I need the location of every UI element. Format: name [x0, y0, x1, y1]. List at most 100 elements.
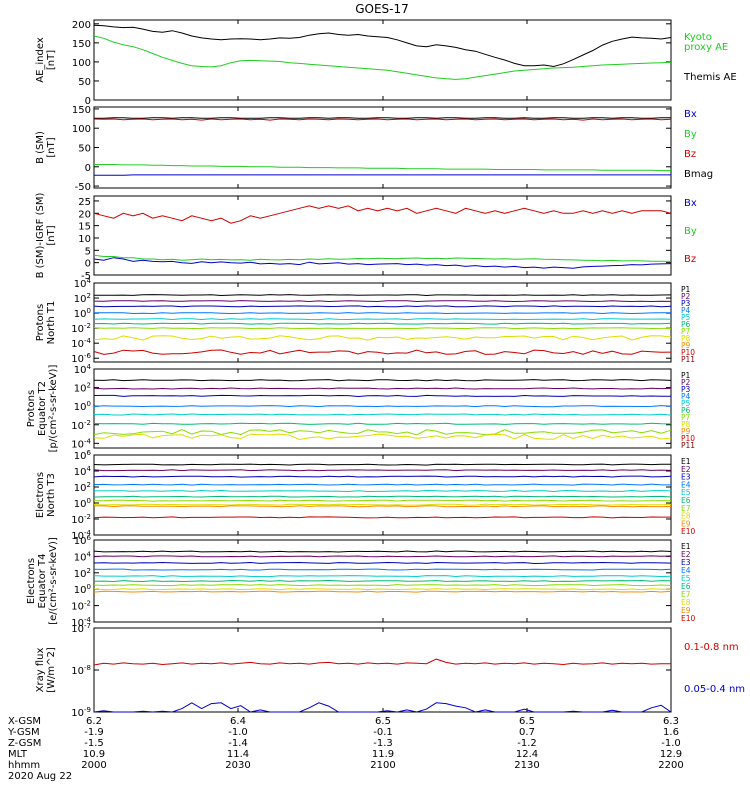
footer-value: 12.4: [516, 749, 538, 760]
channel-line: [93, 561, 672, 565]
y-axis-label: B (SM)-IGRF (SM): [35, 193, 46, 279]
footer-value: 6.5: [519, 716, 535, 727]
footer-row-label: Y-GSM: [7, 727, 40, 738]
channel-label: E2: [681, 465, 691, 474]
y-tick-label: 102: [74, 567, 91, 580]
footer-value: -1.0: [661, 738, 681, 749]
y-tick-label: 100: [74, 497, 91, 510]
channel-line: [94, 312, 672, 315]
footer-value: 1.6: [663, 727, 679, 738]
channel-line: [93, 394, 671, 398]
footer-value: 2030: [225, 760, 250, 771]
y-tick-label: 10-8: [71, 664, 91, 677]
series-line: [93, 254, 672, 262]
channel-label: P10: [681, 348, 695, 357]
channel-line: [93, 568, 672, 571]
channel-label: P11: [681, 441, 695, 450]
y-tick-label: 104: [74, 550, 92, 563]
y-axis-label: Protons: [35, 304, 46, 341]
channel-line: [93, 349, 672, 355]
channel-label: E3: [681, 558, 691, 567]
channel-line: [93, 489, 672, 493]
footer-value: -1.0: [228, 727, 248, 738]
panel-frame: [93, 627, 672, 713]
y-tick-label: 10-4: [71, 616, 91, 629]
footer-value: 10.9: [83, 749, 105, 760]
y-tick-label: 50: [78, 144, 91, 155]
y-tick-label: 102: [74, 292, 91, 305]
y-tick-label: 100: [74, 583, 91, 596]
y-tick-label: 100: [74, 400, 91, 413]
footer-row-label: 2020 Aug 22: [8, 771, 72, 782]
series-line: [93, 658, 671, 666]
series-line: [93, 35, 672, 80]
y-tick-label: 10-7: [71, 622, 91, 635]
channel-line: [93, 469, 672, 472]
channel-line: [93, 550, 672, 553]
footer-value: 6.5: [375, 716, 391, 727]
y-tick-label: 104: [74, 277, 92, 290]
footer-value: 2000: [81, 760, 106, 771]
channel-line: [93, 294, 672, 297]
y-tick-label: 5: [85, 246, 91, 257]
channel-label: P2: [681, 292, 691, 301]
panel-4: 104 102 100 10-2 10-4 10-6 Protons North T1 P1P2…: [35, 277, 695, 365]
channel-label: P10: [681, 434, 695, 443]
channel-line: [93, 413, 672, 416]
channel-line: [93, 555, 672, 558]
panel-5: 104 102 100 10-2 10-4 Protons Equator T2 [p/(cm…: [26, 363, 695, 452]
legend-entry: Bz: [684, 254, 696, 265]
panel-7: 106 104 102 100 10-2 10-4 Electrons Equator T4[…: [26, 534, 696, 629]
footer-value: 0.7: [519, 727, 535, 738]
y-tick-label: 0: [85, 259, 91, 270]
y-axis-label: Equator T2: [37, 381, 48, 436]
series-line: [93, 205, 672, 224]
legend-entry: Bx: [684, 109, 697, 120]
legend-entry: Kyoto: [684, 32, 712, 43]
channel-line: [93, 318, 672, 321]
series-line: [93, 24, 672, 68]
channel-label: P6: [681, 320, 691, 329]
channel-label: E5: [681, 574, 691, 583]
y-tick-label: 10-4: [71, 337, 91, 350]
channel-label: P1: [681, 371, 691, 380]
channel-label: E6: [681, 582, 691, 591]
footer-value: 2130: [514, 760, 539, 771]
y-tick-label: 15: [78, 222, 91, 233]
y-tick-label: 150: [72, 105, 91, 116]
y-tick-label: -50: [75, 182, 91, 193]
y-tick-label: 106: [74, 449, 92, 462]
footer-value: 12.9: [660, 749, 682, 760]
y-axis-label: [nT]: [46, 50, 57, 70]
channel-line: [93, 335, 672, 341]
channel-label: E4: [681, 566, 691, 575]
footer-value: -1.4: [228, 738, 248, 749]
y-tick-label: 106: [74, 534, 92, 547]
channel-label: P9: [681, 427, 691, 436]
panel-2: -50 0 50 100 150 B (SM) [nT] Bx By Bz Bmag: [35, 105, 713, 193]
channel-label: E10: [681, 527, 696, 536]
y-tick-label: 20: [78, 209, 91, 220]
y-tick-label: 10-2: [71, 600, 91, 613]
channel-label: P1: [681, 285, 691, 294]
legend-entry: 0.05-0.4 nm: [684, 684, 745, 695]
channel-line: [93, 422, 672, 425]
y-tick-label: 10-2: [71, 513, 91, 526]
channel-line: [93, 433, 672, 441]
channel-line: [93, 405, 672, 408]
footer-value: -1.3: [373, 738, 393, 749]
footer-row-label: MLT: [8, 749, 28, 760]
channel-label: P2: [681, 378, 691, 387]
channel-line: [93, 463, 672, 466]
panel-frame: [93, 19, 672, 101]
channel-line: [93, 322, 672, 325]
legend-entry: 0.1-0.8 nm: [684, 642, 739, 653]
channel-label: P8: [681, 334, 691, 343]
channel-label: E6: [681, 496, 691, 505]
y-axis-label: Electrons: [35, 472, 46, 518]
y-axis-label: North T1: [46, 301, 57, 345]
channel-label: E1: [681, 457, 691, 466]
y-tick-label: 0: [85, 163, 91, 174]
